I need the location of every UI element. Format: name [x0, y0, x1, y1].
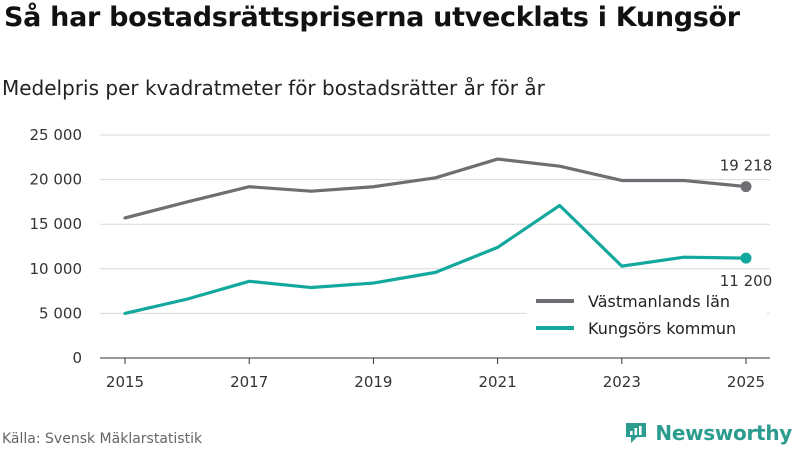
- series-end-label-1: 19 218: [720, 157, 773, 175]
- series-end-label-2: 11 200: [720, 272, 773, 290]
- series-layer: [123, 157, 752, 315]
- grid-layer: [100, 134, 770, 314]
- y-tick-label: 25 000: [30, 126, 83, 144]
- y-tick-label: 5 000: [39, 304, 82, 322]
- legend-background: [527, 287, 767, 343]
- legend-label-2: Kungsörs kommun: [588, 319, 736, 338]
- y-tick-label: 20 000: [30, 171, 83, 189]
- x-tick-label: 2021: [479, 373, 517, 391]
- y-tick-label: 0: [72, 349, 82, 367]
- legend: Västmanlands län Kungsörs kommun: [527, 287, 767, 343]
- brand-logo: Newsworthy: [623, 420, 792, 446]
- x-tick-label: 2025: [727, 373, 765, 391]
- brand-name: Newsworthy: [655, 421, 792, 445]
- series-line-1: [123, 157, 748, 220]
- label-layer: 19 218 11 200: [720, 157, 773, 291]
- chart-subtitle: Medelpris per kvadratmeter för bostadsrä…: [2, 76, 545, 100]
- y-tick-label: 10 000: [30, 260, 83, 278]
- series-end-point-1: [740, 181, 752, 193]
- chart-title: Så har bostadsrättspriserna utvecklats i…: [4, 2, 740, 33]
- x-tick-label: 2023: [603, 373, 641, 391]
- newsworthy-logo-icon: [626, 423, 647, 443]
- axis-layer: 0 5 000 10 000 15 000 20 000 25 000 2015 2017 20…: [30, 126, 770, 391]
- y-tick-label: 15 000: [30, 215, 83, 233]
- x-tick-label: 2019: [354, 373, 392, 391]
- series-line-2: [123, 203, 748, 315]
- legend-label-1: Västmanlands län: [588, 292, 730, 311]
- source-note: Källa: Svensk Mäklarstatistik: [2, 431, 203, 447]
- x-tick-label: 2017: [230, 373, 268, 391]
- series-end-point-2: [740, 252, 752, 264]
- x-tick-label: 2015: [106, 373, 144, 391]
